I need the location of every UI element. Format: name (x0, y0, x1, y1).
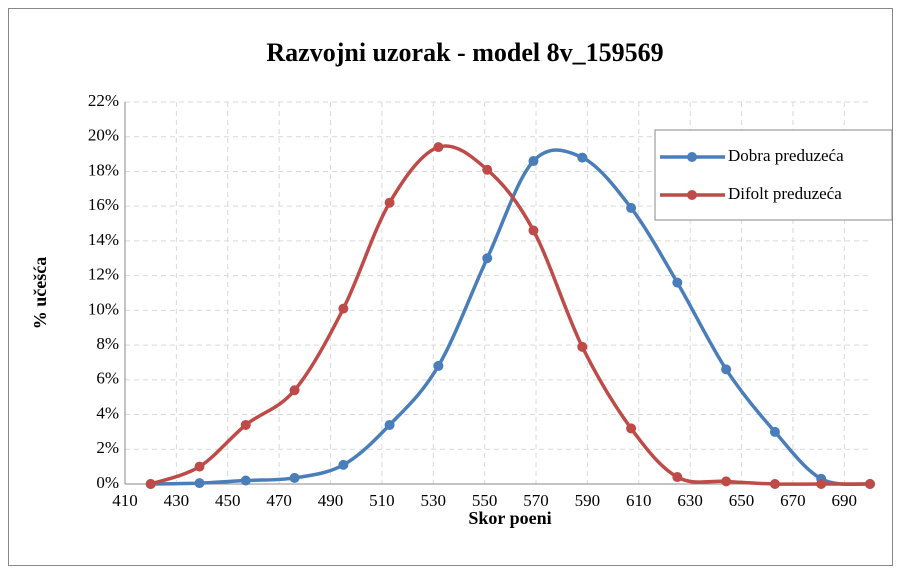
data-point (145, 479, 156, 489)
x-tick-label: 690 (832, 491, 858, 510)
data-point (769, 426, 780, 437)
data-point (816, 479, 827, 489)
y-tick-label: 18% (88, 160, 119, 179)
chart-frame (8, 8, 893, 566)
data-point (433, 360, 444, 371)
data-point (384, 419, 395, 430)
x-tick-label: 490 (318, 491, 344, 510)
legend-label: Dobra preduzeća (728, 146, 844, 165)
legend-marker (687, 190, 697, 200)
data-point (384, 197, 395, 208)
x-tick-label: 410 (112, 491, 138, 510)
legend: Dobra preduzeća Difolt preduzeća (654, 129, 893, 221)
data-point (528, 156, 539, 167)
x-tick-label: 530 (421, 491, 447, 510)
x-tick-label: 590 (575, 491, 601, 510)
data-point (194, 478, 205, 489)
data-point (769, 479, 780, 489)
y-tick-label: 12% (88, 265, 119, 284)
y-tick-label: 4% (96, 403, 119, 422)
legend-marker (687, 152, 697, 162)
x-tick-label: 450 (215, 491, 241, 510)
data-point (577, 152, 588, 163)
data-point (482, 164, 493, 175)
x-tick-label: 570 (523, 491, 549, 510)
data-point (289, 385, 300, 396)
data-point (626, 423, 637, 434)
x-axis-label: Skor poeni (468, 508, 551, 528)
data-point (528, 225, 539, 236)
data-point (577, 341, 588, 352)
data-point (721, 476, 732, 487)
x-tick-label: 510 (369, 491, 395, 510)
y-tick-label: 14% (88, 230, 119, 249)
y-tick-label: 2% (96, 438, 119, 457)
x-tick-label: 550 (472, 491, 498, 510)
data-point (338, 459, 349, 470)
x-tick-label: 670 (780, 491, 806, 510)
x-tick-label: 630 (677, 491, 703, 510)
x-tick-label: 430 (164, 491, 190, 510)
x-tick-label: 470 (266, 491, 292, 510)
y-tick-label: 16% (88, 195, 119, 214)
series-line (150, 148, 871, 487)
y-tick-label: 20% (88, 126, 119, 145)
data-point (433, 142, 444, 153)
data-point (240, 475, 251, 486)
legend-box (654, 129, 893, 221)
data-point (289, 472, 300, 483)
data-point (672, 277, 683, 288)
data-point (626, 202, 637, 213)
y-tick-label: 8% (96, 334, 119, 353)
legend-label: Difolt preduzeća (728, 184, 842, 203)
data-point (194, 461, 205, 472)
data-point (240, 419, 251, 430)
y-tick-label: 10% (88, 299, 119, 318)
x-tick-label: 650 (729, 491, 755, 510)
chart-title: Razvojni uzorak - model 8v_159569 (266, 38, 663, 67)
data-point (482, 253, 493, 264)
series-line (150, 144, 870, 486)
data-point (338, 303, 349, 314)
x-tick-label: 610 (626, 491, 652, 510)
y-axis-label: % učešća (30, 257, 50, 329)
data-point (721, 364, 732, 375)
y-tick-label: 6% (96, 369, 119, 388)
data-point (865, 479, 875, 489)
y-tick-label: 0% (96, 473, 119, 492)
data-point (672, 472, 683, 483)
y-tick-label: 22% (88, 91, 119, 110)
